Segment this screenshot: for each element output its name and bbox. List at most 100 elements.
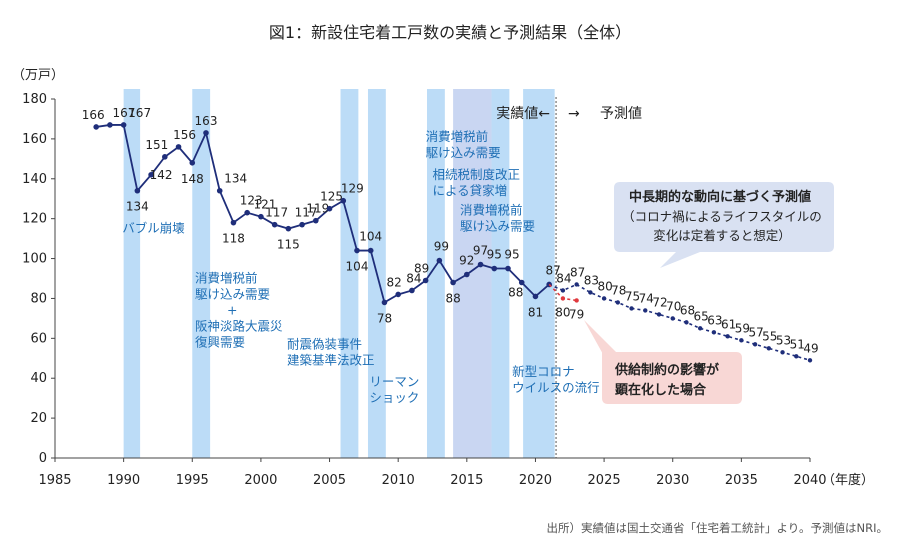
event-annotation-line: 駆け込み需要 [460, 219, 535, 234]
event-annotation-line: 相続税制度改正 [433, 167, 521, 182]
x-tick-label: 2035 [725, 473, 758, 488]
actual-data-label: 95 [504, 248, 519, 262]
actual-point [148, 171, 154, 178]
actual-data-label: 123 [240, 194, 263, 208]
x-axis-label: （年度） [822, 472, 874, 488]
actual-point [422, 277, 429, 284]
forecast-callout: 中長期的な動向に基づく予測値 （コロナ禍によるライフスタイルの 変化は定着すると… [614, 182, 834, 268]
event-annotation-line: 駆け込み需要 [195, 286, 270, 301]
forecast-point [780, 350, 785, 355]
event-annotation: 消費増税前駆け込み需要 [460, 203, 535, 234]
actual-data-label: 156 [173, 128, 196, 142]
actual-point [313, 217, 319, 224]
forecast-point [629, 306, 634, 311]
constraint-callout-title: 供給制約の影響が [614, 362, 719, 378]
event-annotation-line: による貸家増 [433, 183, 508, 198]
forecast-point [739, 338, 744, 343]
actual-data-label: 87 [546, 263, 561, 277]
event-annotation-line: 駆け込み需要 [426, 145, 501, 160]
event-annotation-line: バブル崩壊 [122, 221, 185, 236]
actual-data-label: 125 [320, 190, 343, 204]
forecast-data-label: 55 [762, 329, 777, 343]
forecast-point [601, 296, 607, 301]
actual-point [491, 265, 498, 272]
forecast-line [548, 283, 811, 362]
forecast-data-label: 75 [625, 289, 640, 303]
constraint-callout-box [602, 349, 742, 404]
supply_constrained-data-label: 79 [569, 307, 584, 321]
forecast-point [670, 316, 675, 321]
actual-point [258, 213, 264, 220]
actual-point [409, 287, 415, 294]
forecast-point [794, 354, 799, 359]
event-annotation-line: 阪神淡路大震災 [195, 318, 283, 333]
supply_constrained-point [560, 296, 566, 301]
actual-point [326, 205, 333, 212]
forecast-point [574, 282, 579, 287]
actual-point [107, 122, 113, 128]
event-annotation-line: 耐震偽装事件 [287, 336, 362, 351]
forecast-point [588, 290, 593, 295]
actual-point [354, 247, 360, 254]
actual-data-label: 99 [434, 240, 449, 254]
actual-point [216, 187, 223, 194]
actual-label: 実績値← [496, 106, 550, 122]
x-tick-label: 2015 [450, 473, 483, 488]
event-annotation-line: 消費増税前 [195, 270, 258, 285]
actual-point [450, 279, 456, 286]
forecast-data-label: 61 [721, 317, 736, 331]
actual-data-label: 163 [195, 114, 218, 128]
forecast-callout-box [614, 182, 834, 268]
x-tick-label: 2025 [588, 473, 621, 488]
actual-point [505, 265, 511, 272]
actual-data-label: 88 [445, 291, 460, 305]
shaded-period [123, 89, 141, 458]
y-tick-label: 60 [30, 331, 47, 346]
x-tick-label: 1995 [176, 473, 209, 488]
actual-data-label: 118 [222, 232, 245, 246]
forecast-point [697, 326, 703, 331]
actual-point [162, 154, 168, 160]
x-tick-label: 1990 [107, 473, 140, 488]
actual-data-label: 104 [359, 230, 382, 244]
actual-data-label: 88 [508, 285, 523, 299]
forecast-point [684, 320, 689, 325]
actual-point [134, 187, 141, 194]
forecast-data-label: 65 [694, 309, 709, 323]
event-annotation-line: リーマン [369, 374, 419, 389]
actual-data-label: 92 [459, 254, 474, 268]
y-tick-label: 180 [22, 92, 47, 107]
series: 166 1671671341421511561481631341181231211… [82, 106, 819, 363]
forecast-point [711, 330, 717, 335]
event-annotation-line: + [227, 302, 237, 317]
supply_constrained-data-label: 80 [555, 305, 570, 319]
y-tick-label: 100 [22, 252, 47, 267]
event-annotation: 消費増税前駆け込み需要+阪神淡路大震災復興需要 [195, 270, 283, 349]
actual-point [175, 144, 182, 150]
constraint-callout-line: 顕在化した場合 [615, 382, 707, 398]
y-tick-label: 80 [30, 291, 47, 306]
y-tick-label: 140 [22, 172, 47, 187]
event-annotation: 新型コロナウイルスの流行 [512, 364, 600, 395]
actual-data-label: 117 [265, 206, 288, 220]
shaded-period [523, 89, 555, 458]
event-annotation-line: 新型コロナ [512, 364, 575, 379]
actual-point [203, 130, 209, 136]
actual-data-label: 95 [487, 248, 502, 262]
forecast-point [656, 312, 662, 317]
chart-title: 図1：新設住宅着工戸数の実績と予測結果（全体） [269, 23, 631, 42]
actual-data-label: 119 [306, 202, 329, 216]
actual-data-label: 148 [181, 172, 204, 186]
forecast-data-label: 59 [735, 321, 750, 335]
event-annotation: バブル崩壊 [122, 221, 185, 236]
y-tick-label: 120 [22, 212, 47, 227]
actual-point [367, 247, 374, 254]
y-tick-label: 160 [22, 132, 47, 147]
event-annotation: 消費増税前駆け込み需要 [426, 129, 501, 160]
shaded-period [340, 89, 359, 458]
source-note: 出所）実績値は国土交通省「住宅着工統計」より。予測値はNRI。 [546, 521, 888, 535]
actual-data-label: 151 [145, 138, 168, 152]
actual-data-label: 134 [126, 200, 149, 214]
x-tick-label: 2040 [793, 473, 826, 488]
actual-data-label: 142 [150, 168, 173, 182]
